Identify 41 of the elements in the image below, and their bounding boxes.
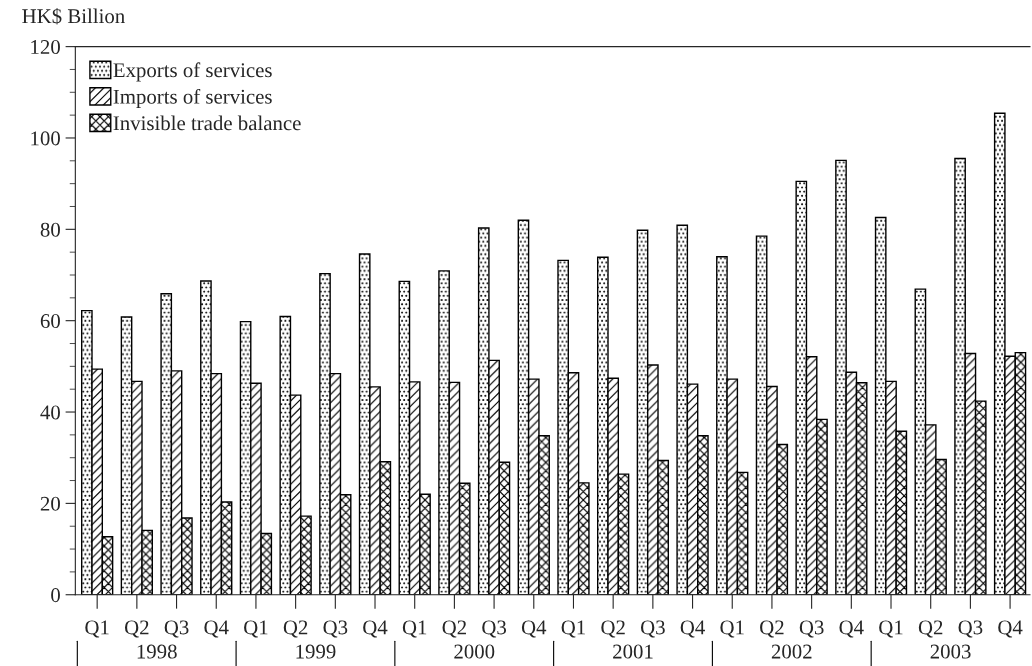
y-tick-label: 0 bbox=[51, 588, 60, 603]
y-tick-label: 60 bbox=[40, 314, 60, 329]
x-tick-label: Q4 bbox=[363, 620, 388, 638]
text: 1999 bbox=[296, 644, 336, 659]
text: 2003 bbox=[930, 644, 971, 659]
x-tick-label: Q2 bbox=[918, 620, 943, 638]
x-tick-label: Q2 bbox=[760, 620, 784, 638]
y-tick-label: 120 bbox=[31, 39, 60, 55]
text: 2000 bbox=[454, 644, 495, 659]
x-tick-label: Q3 bbox=[799, 620, 824, 638]
legend-label: Exports of services bbox=[113, 62, 272, 82]
x-tick-label: Q3 bbox=[323, 620, 348, 638]
text: 2001 bbox=[613, 644, 653, 659]
x-tick-label: Q2 bbox=[124, 620, 149, 638]
y-tick-label: 40 bbox=[40, 405, 60, 420]
x-tick-label: Q2 bbox=[601, 620, 625, 638]
x-tick-label: Q1 bbox=[720, 620, 744, 638]
x-tick-label: Q1 bbox=[244, 620, 268, 638]
y-tick-label: 100 bbox=[31, 131, 60, 146]
x-tick-label: Q1 bbox=[85, 620, 109, 638]
y-tick-label: 20 bbox=[40, 496, 60, 511]
x-tick-label: Q3 bbox=[164, 620, 189, 638]
x-tick-label: Q2 bbox=[442, 620, 466, 638]
text: 1998 bbox=[137, 644, 177, 659]
y-axis-title: HK$ Billion bbox=[22, 7, 125, 25]
x-tick-label: Q3 bbox=[482, 620, 507, 638]
x-tick-label: Q1 bbox=[879, 620, 903, 638]
x-tick-label: Q4 bbox=[204, 620, 229, 638]
x-tick-label: Q3 bbox=[958, 620, 983, 638]
x-tick-label: Q1 bbox=[402, 620, 427, 638]
x-tick-label: Q4 bbox=[998, 620, 1023, 638]
x-tick-label: Q2 bbox=[283, 620, 308, 638]
legend-label: Imports of services bbox=[113, 88, 272, 108]
x-tick-label: Q4 bbox=[839, 620, 864, 638]
x-tick-label: Q4 bbox=[521, 620, 547, 638]
x-tick-label: Q3 bbox=[640, 620, 665, 638]
y-tick-label: 80 bbox=[40, 222, 60, 237]
legend-label: Invisible trade balance bbox=[113, 115, 301, 131]
text: 2002 bbox=[771, 644, 812, 659]
x-tick-label: Q4 bbox=[680, 620, 705, 638]
x-tick-label: Q1 bbox=[561, 620, 585, 638]
